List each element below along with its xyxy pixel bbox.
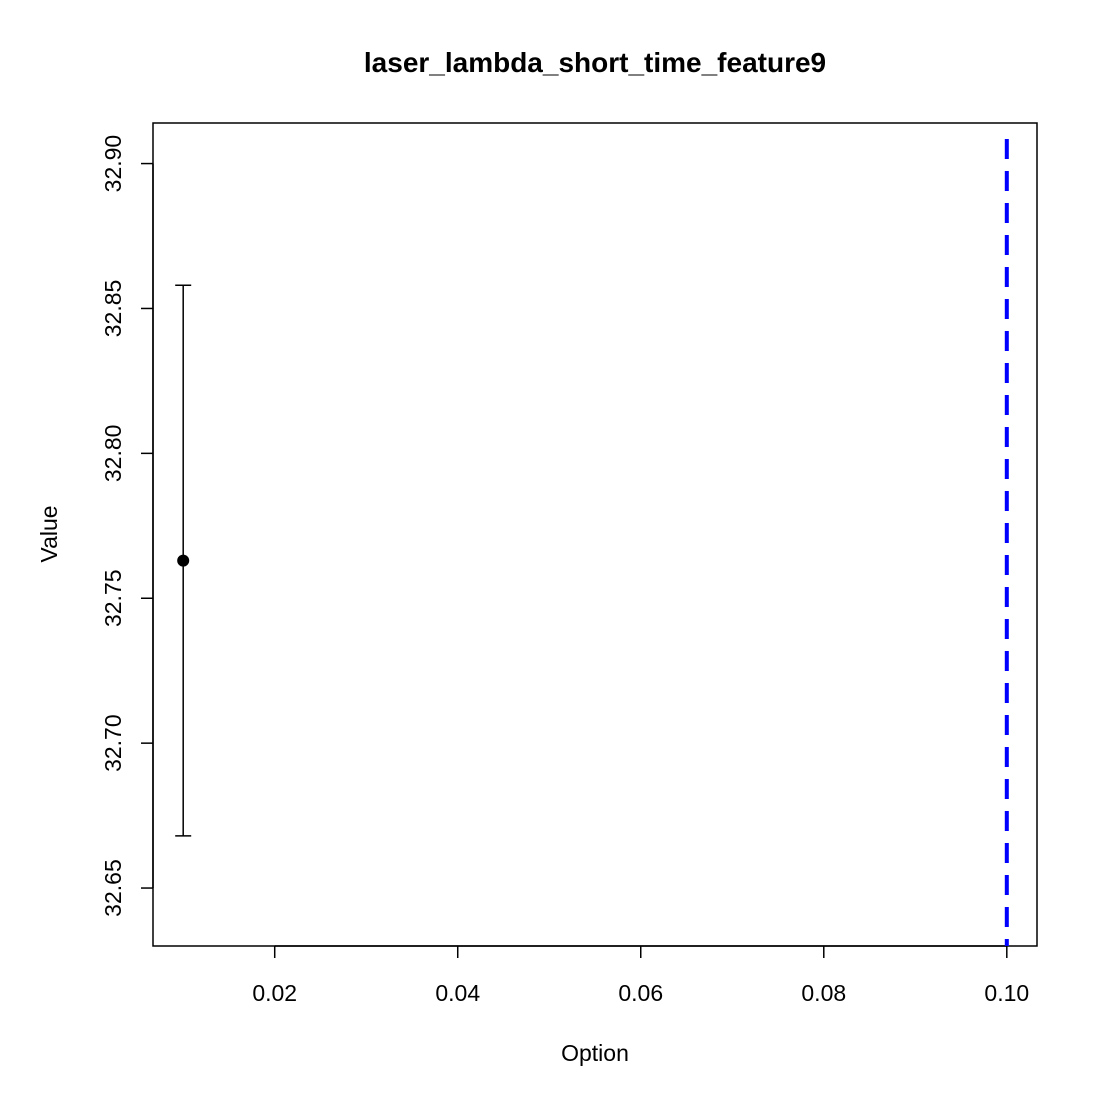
y-axis: 32.65 32.70 32.75 32.80 32.85 32.90 [100, 135, 154, 917]
y-axis-label: Value [36, 505, 62, 562]
y-tick-label: 32.90 [100, 135, 126, 193]
x-tick-label: 0.06 [618, 980, 663, 1006]
data-point [177, 554, 190, 567]
data-marks [175, 139, 1009, 946]
x-tick-label: 0.10 [984, 980, 1029, 1006]
x-tick-label: 0.08 [801, 980, 846, 1006]
plot-frame [152, 122, 1038, 947]
y-tick-label: 32.85 [100, 280, 126, 338]
y-tick-label: 32.70 [100, 714, 126, 772]
y-tick-label: 32.80 [100, 425, 126, 483]
y-tick-label: 32.75 [100, 569, 126, 627]
x-tick-label: 0.04 [435, 980, 480, 1006]
x-axis: 0.02 0.04 0.06 0.08 0.10 [252, 945, 1029, 1006]
y-tick-label: 32.65 [100, 859, 126, 917]
chart-title: laser_lambda_short_time_feature9 [364, 47, 826, 78]
x-tick-label: 0.02 [252, 980, 297, 1006]
x-axis-label: Option [561, 1040, 629, 1066]
